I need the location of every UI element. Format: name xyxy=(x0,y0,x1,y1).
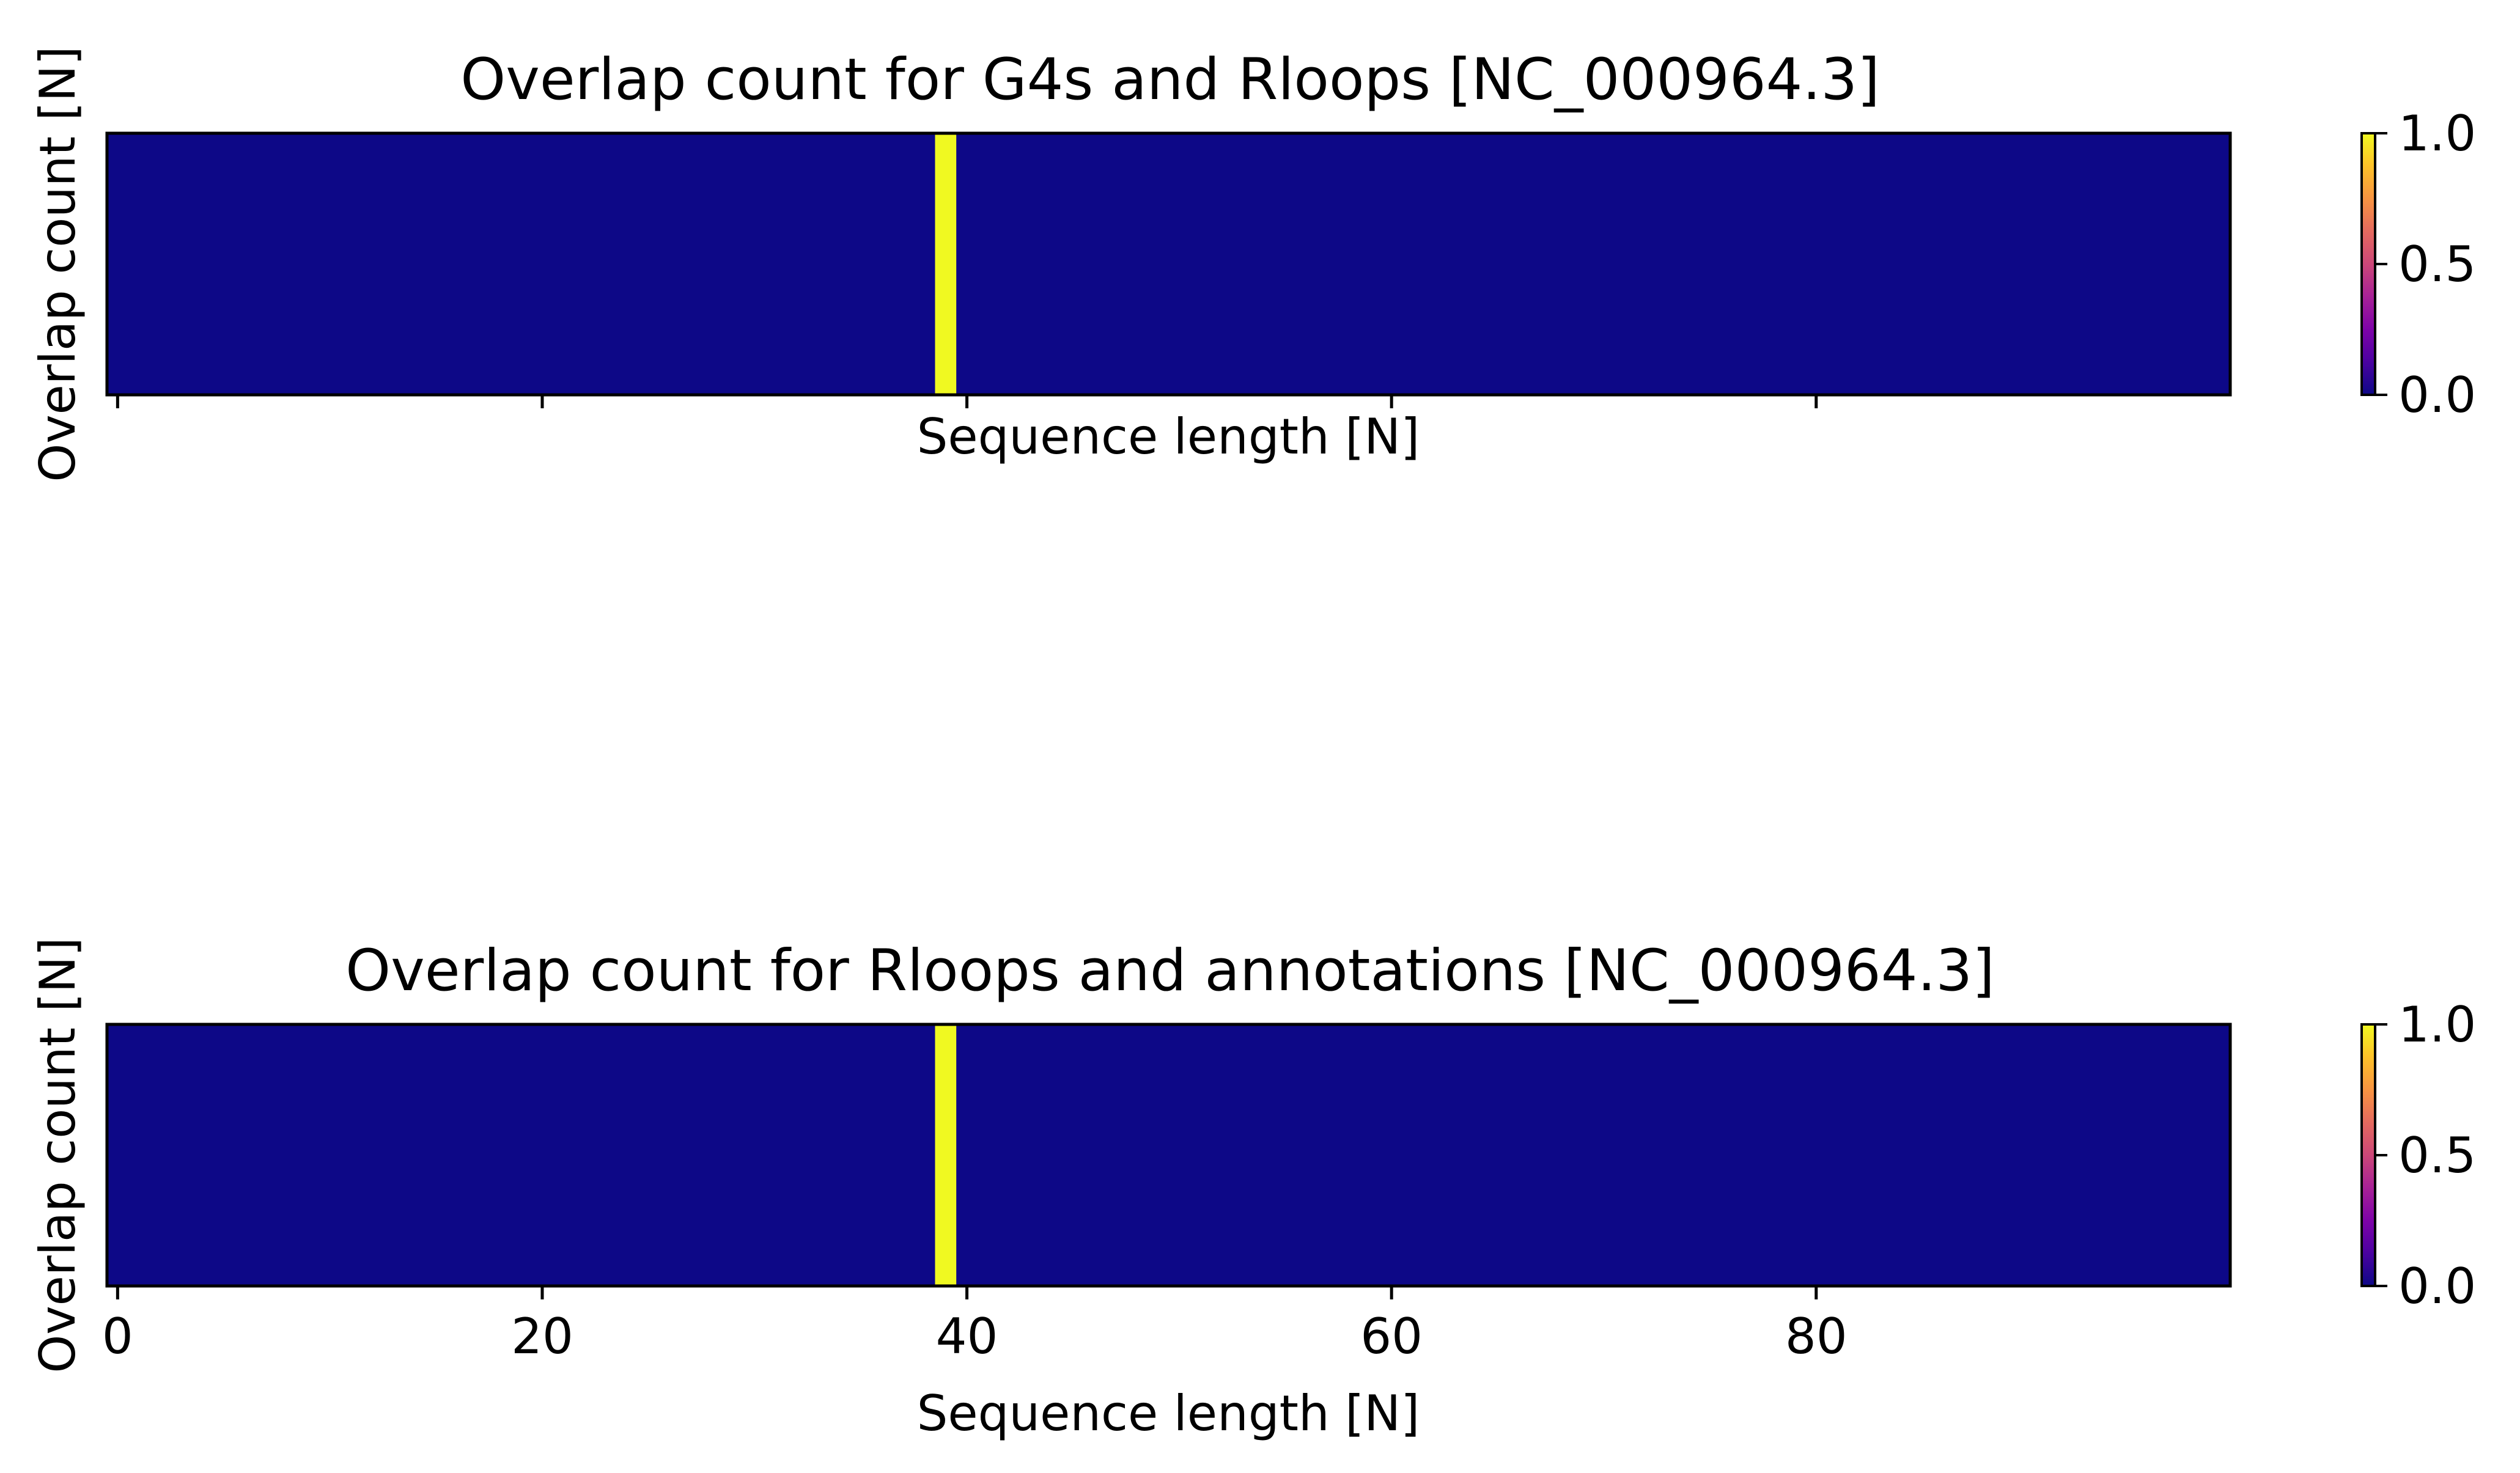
panel-2-x-tick-label: 80 xyxy=(1785,1308,1848,1365)
panel-2-colorbar-tick-label: 1.0 xyxy=(2398,996,2476,1053)
panel-2-heatmap-bg xyxy=(107,1024,2230,1286)
panel-1-frame xyxy=(105,131,2232,397)
panel-1-cells xyxy=(935,133,957,395)
panel-2-x-tick-label: 0 xyxy=(102,1308,133,1365)
panel-2-colorbar-tick-label: 0.5 xyxy=(2398,1127,2476,1184)
panel-1-xlabel: Sequence length [N] xyxy=(917,408,1420,465)
panel-1-x-ticks xyxy=(116,395,1818,408)
panel-2-ylabel: Overlap count [N] xyxy=(29,937,86,1373)
panel-1-cell-39 xyxy=(935,133,957,395)
panel-1: Overlap count for G4s and Rloops [NC_000… xyxy=(29,46,2476,482)
panel-1-colorbar-tick-label: 1.0 xyxy=(2398,105,2476,162)
panel-1-colorbar-tick-label: 0.0 xyxy=(2398,367,2476,424)
panel-2-x-tick-label: 60 xyxy=(1360,1308,1423,1365)
panel-1-heatmap-bg xyxy=(107,133,2230,395)
panel-1-colorbar xyxy=(2360,132,2376,396)
panel-2-x-tick-label: 20 xyxy=(511,1308,573,1365)
panel-2: Overlap count for Rloops and annotations… xyxy=(29,937,2476,1442)
panel-2-title: Overlap count for Rloops and annotations… xyxy=(345,938,1995,1004)
panel-1-title: Overlap count for G4s and Rloops [NC_000… xyxy=(460,46,1880,113)
panel-2-colorbar-ticks: 0.0 0.5 1.0 xyxy=(2375,996,2476,1315)
panel-2-x-ticks: 0 20 40 60 80 xyxy=(102,1286,1848,1365)
panel-2-xlabel: Sequence length [N] xyxy=(917,1385,1420,1442)
panel-2-x-tick-label: 40 xyxy=(936,1308,998,1365)
panel-1-colorbar-ticks: 0.0 0.5 1.0 xyxy=(2375,105,2476,424)
panel-2-colorbar xyxy=(2360,1023,2376,1287)
panel-1-colorbar-tick-label: 0.5 xyxy=(2398,236,2476,293)
panel-2-frame xyxy=(105,1023,2232,1288)
panel-2-cell-39 xyxy=(935,1024,957,1286)
panel-2-cells xyxy=(935,1024,957,1286)
panel-2-colorbar-tick-label: 0.0 xyxy=(2398,1258,2476,1315)
panel-1-ylabel: Overlap count [N] xyxy=(29,46,86,482)
